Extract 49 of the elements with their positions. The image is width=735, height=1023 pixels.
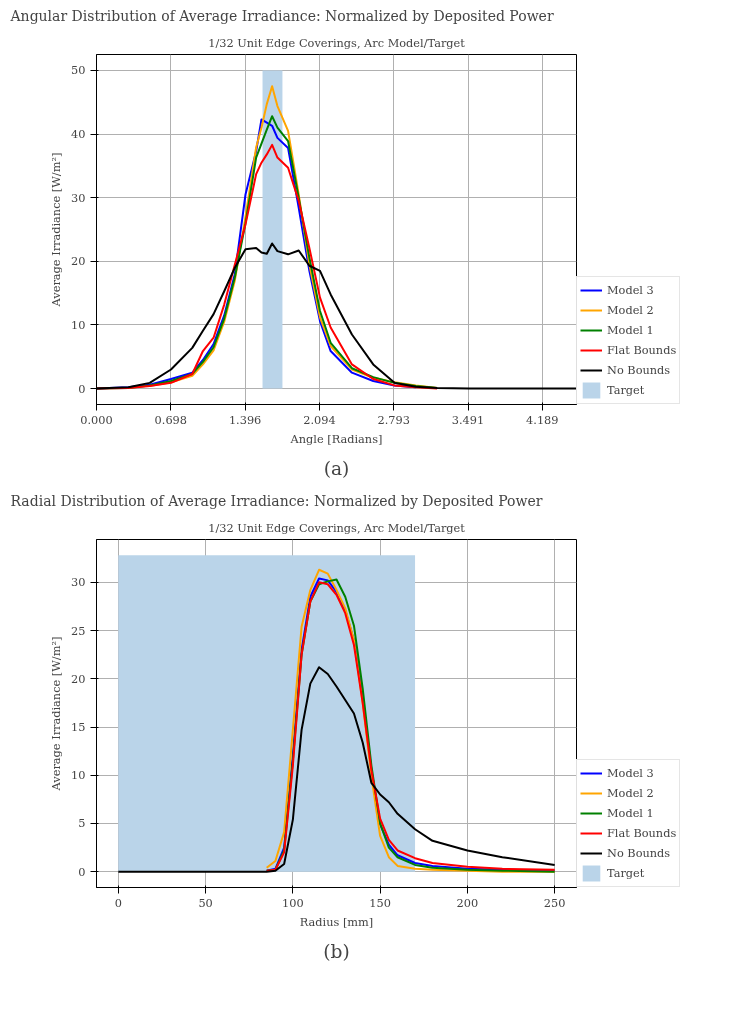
chart-subtitle: 1/32 Unit Edge Coverings, Arc Model/Target: [208, 35, 466, 50]
legend-label: Model 1: [607, 323, 654, 337]
legend-label: Model 3: [607, 283, 654, 297]
x-tick-label: 2.793: [377, 412, 410, 427]
legend-label: Model 1: [607, 806, 654, 820]
y-tick-label: 10: [71, 317, 86, 332]
y-tick-label: 0: [78, 864, 86, 879]
y-tick-label: 15: [71, 720, 86, 734]
legend-label: Flat Bounds: [607, 343, 677, 357]
legend-label: Target: [607, 866, 645, 880]
text: (b): [323, 940, 350, 962]
x-tick-label: 0.698: [154, 412, 188, 427]
y-tick-label: 20: [71, 671, 86, 686]
y-tick-label: 10: [71, 768, 86, 783]
x-tick-label: 2.094: [303, 412, 336, 427]
y-tick-label: 40: [71, 127, 86, 142]
legend-label: Model 3: [607, 766, 654, 780]
y-tick-label: 0: [78, 381, 86, 396]
x-tick-label: 0.000: [80, 412, 113, 427]
legend-label: Model 2: [607, 786, 654, 800]
y-tick-label: 25: [71, 623, 86, 638]
chart-title: Radial Distribution of Average Irradiance: Normalized by Deposited Power: [10, 492, 543, 509]
line-series: [117, 666, 556, 873]
x-tick-label: 3.491: [451, 412, 485, 427]
x-tick-label: 200: [456, 895, 479, 910]
chart-subtitle: 1/32 Unit Edge Coverings, Arc Model/Target: [208, 520, 466, 535]
legend-label: Model 2: [607, 303, 654, 317]
x-axis-title: Radius [mm]: [299, 914, 374, 929]
y-tick-label: 5: [78, 816, 86, 831]
y-tick-label: 20: [71, 254, 86, 269]
x-tick-label: 150: [369, 895, 391, 910]
x-tick-label: 1.396: [228, 412, 262, 427]
y-axis-title: Average Irradiance [W/m²]: [49, 152, 64, 308]
x-tick-label: 100: [282, 895, 304, 910]
y-axis-title: Average Irradiance [W/m²]: [49, 636, 64, 792]
x-tick-label: 50: [198, 895, 213, 910]
y-tick-label: 30: [71, 575, 86, 590]
chart-title: Angular Distribution of Average Irradiance: Normalized by Deposited Power: [9, 7, 554, 24]
y-tick-label: 50: [71, 63, 86, 78]
legend-label: No Bounds: [607, 846, 671, 860]
x-tick-label: 0: [114, 895, 122, 910]
x-tick-label: 4.189: [526, 412, 559, 427]
y-tick-label: 30: [71, 190, 86, 205]
legend-label: Flat Bounds: [607, 826, 677, 840]
text: (a): [323, 457, 350, 479]
x-tick-label: 250: [543, 895, 566, 910]
legend-label: No Bounds: [607, 363, 671, 377]
x-axis-title: Angle [Radians]: [289, 431, 383, 446]
legend-label: Target: [607, 383, 645, 397]
